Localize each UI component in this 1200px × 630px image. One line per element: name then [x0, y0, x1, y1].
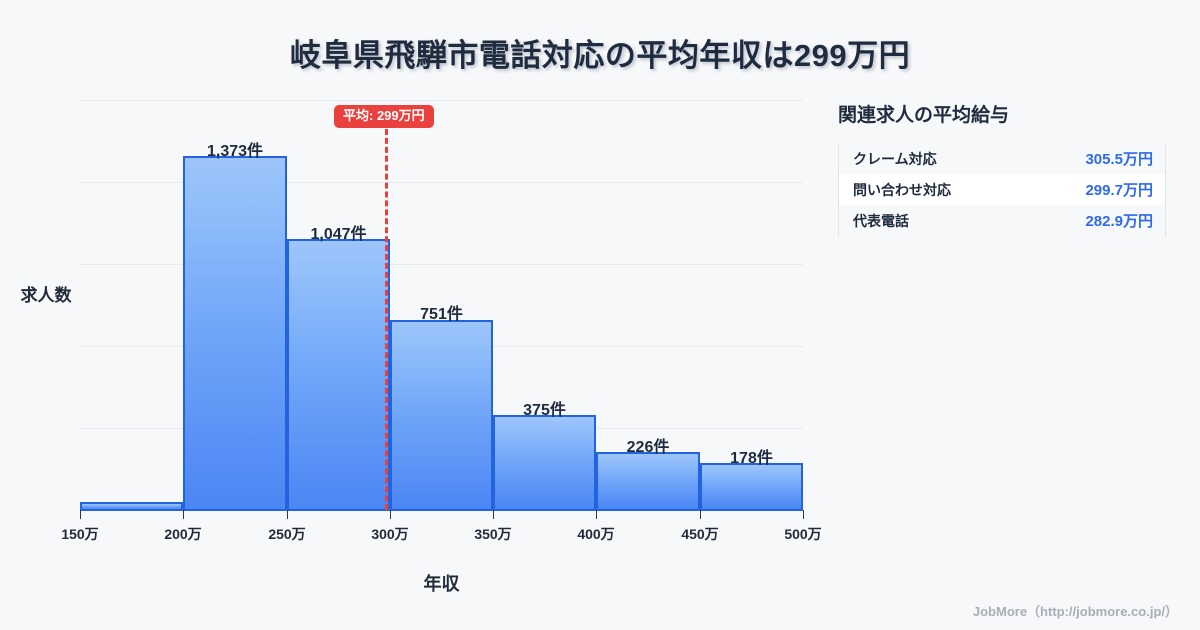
bar-value-label: 375件	[523, 402, 566, 419]
y-axis-label: 求人数	[20, 286, 72, 305]
average-line	[385, 129, 388, 510]
related-salary-title: 関連求人の平均給与	[838, 105, 1010, 126]
row-label: 問い合わせ対応	[853, 181, 951, 198]
average-badge: 平均: 299万円	[334, 105, 434, 128]
bar-value-label: 226件	[626, 439, 670, 456]
x-tick	[700, 510, 701, 519]
bar-value-label: 751件	[420, 306, 463, 323]
bar-450-500[interactable]	[700, 463, 803, 511]
bar-value-label: 178件	[730, 450, 773, 467]
row-label: クレーム対応	[853, 150, 937, 167]
bar-value-label: 1,047件	[310, 226, 367, 243]
bar-250-300[interactable]	[287, 239, 390, 511]
table-row[interactable]: クレーム対応 305.5万円	[839, 143, 1165, 174]
x-tick	[596, 510, 597, 519]
related-salary-panel: 関連求人の平均給与 クレーム対応 305.5万円 問い合わせ対応 299.7万円…	[838, 100, 1168, 236]
table-row[interactable]: 代表電話 282.9万円	[839, 205, 1165, 236]
table-row[interactable]: 問い合わせ対応 299.7万円	[839, 174, 1165, 205]
x-tick-label: 350万	[474, 526, 512, 542]
gridline	[80, 100, 803, 101]
row-value: 299.7万円	[1085, 182, 1153, 199]
x-tick-label: 200万	[164, 526, 202, 542]
bar-150-200[interactable]	[80, 502, 183, 511]
x-tick-label: 300万	[371, 526, 409, 542]
x-tick-label: 150万	[61, 526, 99, 542]
gridline	[80, 182, 803, 183]
row-label: 代表電話	[853, 212, 909, 229]
x-tick	[803, 510, 804, 519]
x-tick	[287, 510, 288, 519]
bar-350-400[interactable]	[493, 415, 596, 511]
x-tick-label: 500万	[784, 526, 822, 542]
x-tick	[390, 510, 391, 519]
bar-value-label: 1,373件	[206, 143, 264, 160]
x-tick	[183, 510, 184, 519]
source-attribution: JobMore（http://jobmore.co.jp/）	[972, 604, 1178, 619]
x-axis-label: 年収	[423, 574, 460, 594]
bar-400-450[interactable]	[596, 452, 700, 511]
x-tick	[493, 510, 494, 519]
bar-300-350[interactable]	[390, 320, 493, 511]
histogram-chart: 1,373件 1,047件 751件 375件 226件 178件 平均: 29…	[20, 100, 822, 594]
x-tick-label: 450万	[681, 526, 719, 542]
row-value: 305.5万円	[1085, 151, 1153, 168]
page-title: 岐阜県飛騨市電話対応の平均年収は299万円	[289, 38, 911, 73]
x-tick-label: 400万	[577, 526, 615, 542]
x-tick	[80, 510, 81, 519]
related-salary-table: クレーム対応 305.5万円 問い合わせ対応 299.7万円 代表電話 282.…	[838, 143, 1166, 236]
gridline	[80, 264, 803, 265]
row-value: 282.9万円	[1085, 213, 1153, 230]
bar-200-250[interactable]	[183, 156, 287, 511]
x-tick-label: 250万	[268, 526, 306, 542]
